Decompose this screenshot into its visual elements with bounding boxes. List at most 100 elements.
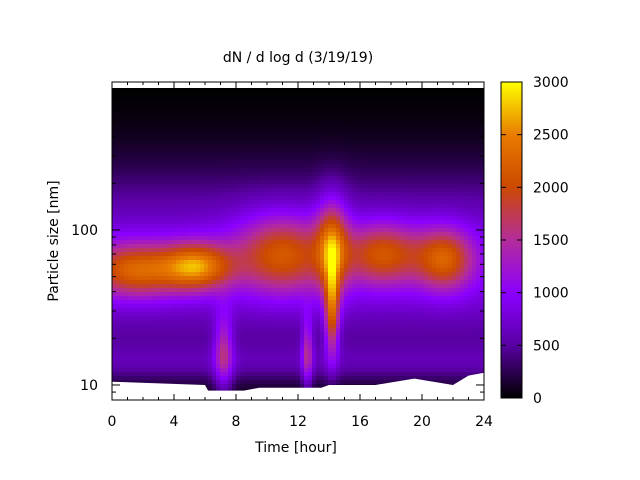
heatmap-cell	[260, 308, 265, 313]
heatmap-cell	[264, 96, 269, 101]
heatmap-cell	[192, 248, 197, 253]
heatmap-cell	[260, 220, 265, 225]
heatmap-cell	[276, 204, 281, 209]
heatmap-cell	[332, 100, 337, 105]
heatmap-cell	[144, 100, 149, 105]
heatmap-cell	[248, 304, 253, 309]
heatmap-cell	[176, 200, 181, 205]
heatmap-cell	[252, 164, 257, 169]
heatmap-cell	[232, 144, 237, 149]
heatmap-cell	[112, 128, 117, 133]
heatmap-cell	[364, 116, 369, 121]
heatmap-cell	[280, 192, 285, 197]
heatmap-cell	[340, 192, 345, 197]
heatmap-cell	[348, 196, 353, 201]
heatmap-cell	[228, 388, 233, 393]
heatmap-cell	[144, 292, 149, 297]
heatmap-cell	[288, 272, 293, 277]
heatmap-cell	[300, 276, 305, 281]
heatmap-cell	[360, 216, 365, 221]
heatmap-cell	[308, 280, 313, 285]
heatmap-cell	[152, 136, 157, 141]
heatmap-cell	[116, 132, 121, 137]
heatmap-cell	[324, 252, 329, 257]
heatmap-cell	[180, 300, 185, 305]
heatmap-cell	[160, 208, 165, 213]
heatmap-cell	[332, 184, 337, 189]
heatmap-cell	[364, 284, 369, 289]
heatmap-cell	[112, 348, 117, 353]
heatmap-cell	[352, 164, 357, 169]
heatmap-cell	[276, 196, 281, 201]
heatmap-cell	[132, 292, 137, 297]
heatmap-cell	[332, 88, 337, 93]
heatmap-cell	[204, 120, 209, 125]
heatmap-cell	[140, 228, 145, 233]
heatmap-cell	[356, 168, 361, 173]
heatmap-cell	[220, 344, 225, 349]
heatmap-cell	[288, 200, 293, 205]
heatmap-cell	[172, 152, 177, 157]
heatmap-cell	[328, 180, 333, 185]
heatmap-cell	[364, 356, 369, 361]
heatmap-cell	[112, 108, 117, 113]
heatmap-cell	[348, 224, 353, 229]
heatmap-cell	[188, 340, 193, 345]
heatmap-cell	[216, 296, 221, 301]
heatmap-cell	[120, 232, 125, 237]
heatmap-cell	[224, 228, 229, 233]
heatmap-cell	[320, 168, 325, 173]
heatmap-cell	[344, 296, 349, 301]
heatmap-cell	[220, 220, 225, 225]
heatmap-cell	[116, 200, 121, 205]
heatmap-cell	[312, 300, 317, 305]
heatmap-cell	[232, 176, 237, 181]
heatmap-cell	[208, 180, 213, 185]
heatmap-cell	[236, 224, 241, 229]
heatmap-cell	[180, 376, 185, 381]
heatmap-cell	[356, 244, 361, 249]
heatmap-cell	[340, 364, 345, 369]
heatmap-cell	[360, 264, 365, 269]
heatmap-cell	[240, 320, 245, 325]
heatmap-cell	[152, 236, 157, 241]
heatmap-cell	[184, 108, 189, 113]
heatmap-cell	[300, 152, 305, 157]
heatmap-cell	[140, 212, 145, 217]
heatmap-cell	[188, 188, 193, 193]
heatmap-cell	[260, 284, 265, 289]
heatmap-cell	[128, 276, 133, 281]
heatmap-cell	[356, 332, 361, 337]
heatmap-cell	[308, 152, 313, 157]
heatmap-cell	[208, 320, 213, 325]
heatmap-cell	[216, 276, 221, 281]
heatmap-cell	[232, 388, 237, 393]
heatmap-cell	[308, 212, 313, 217]
heatmap-cell	[340, 184, 345, 189]
heatmap-cell	[236, 232, 241, 237]
heatmap-cell	[144, 232, 149, 237]
heatmap-cell	[300, 364, 305, 369]
heatmap-cell	[196, 100, 201, 105]
heatmap-cell	[132, 224, 137, 229]
heatmap-cell	[188, 184, 193, 189]
heatmap-cell	[344, 280, 349, 285]
heatmap-cell	[260, 164, 265, 169]
heatmap-cell	[216, 104, 221, 109]
heatmap-cell	[208, 200, 213, 205]
heatmap-cell	[360, 124, 365, 129]
heatmap-cell	[168, 336, 173, 341]
heatmap-cell	[132, 124, 137, 129]
heatmap-cell	[144, 256, 149, 261]
heatmap-cell	[272, 180, 277, 185]
heatmap-cell	[256, 120, 261, 125]
heatmap-cell	[300, 140, 305, 145]
heatmap-cell	[292, 224, 297, 229]
heatmap-cell	[148, 356, 153, 361]
heatmap-cell	[140, 320, 145, 325]
heatmap-cell	[272, 132, 277, 137]
heatmap-cell	[128, 168, 133, 173]
heatmap-cell	[164, 296, 169, 301]
heatmap-cell	[192, 192, 197, 197]
heatmap-cell	[252, 108, 257, 113]
